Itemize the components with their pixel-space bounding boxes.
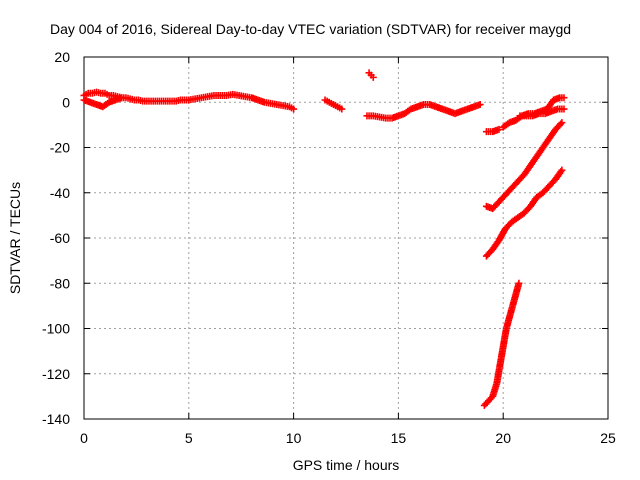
x-tick-label: 0 <box>80 430 88 446</box>
y-tick-label: -40 <box>50 185 70 201</box>
data-point <box>338 105 346 113</box>
series-band-11.5-12.5h <box>321 96 346 113</box>
data-point <box>560 105 568 113</box>
y-tick-label: 20 <box>54 49 70 65</box>
data-point <box>558 166 566 174</box>
x-tick-label: 5 <box>185 430 193 446</box>
y-tick-label: -120 <box>42 366 70 382</box>
x-tick-label: 15 <box>391 430 407 446</box>
y-tick-label: 0 <box>62 94 70 110</box>
x-tick-label: 10 <box>286 430 302 446</box>
series-band-0-2h-lower <box>80 94 126 111</box>
y-tick-label: -100 <box>42 321 70 337</box>
ticks: 0 5 10 15 20 25 20 0 -20 -40 -60 -80 -100 -120 -140 <box>42 49 616 446</box>
grid <box>84 57 608 419</box>
data-point <box>369 73 377 81</box>
data-point <box>476 101 484 109</box>
x-tick-label: 20 <box>495 430 511 446</box>
data-point <box>118 94 126 102</box>
x-axis-label: GPS time / hours <box>293 457 400 473</box>
data-point-fill <box>557 168 565 176</box>
series-ramp-from-minus68 <box>482 166 566 260</box>
x-tick-label: 25 <box>600 430 616 446</box>
y-tick-label: -80 <box>50 275 70 291</box>
chart-title: Day 004 of 2016, Sidereal Day-to-day VTE… <box>50 21 571 37</box>
data-point <box>495 125 503 133</box>
series-ramp-from-minus134 <box>480 279 523 409</box>
series-band-19-20h <box>482 125 503 136</box>
y-tick-label: -60 <box>50 230 70 246</box>
series-band-5-10h <box>185 90 298 113</box>
y-tick-label: -140 <box>42 411 70 427</box>
data-point-fill <box>557 120 565 128</box>
series-band-20-23h-mid <box>516 105 568 120</box>
series-ramp-from-minus47 <box>482 119 566 213</box>
data-point <box>290 105 298 113</box>
data-points <box>80 69 568 409</box>
y-axis-label: SDTVAR / TECUs <box>7 182 23 294</box>
y-tick-label: -20 <box>50 140 70 156</box>
series-band-13.5-19h <box>363 101 484 122</box>
data-point <box>558 119 566 127</box>
data-point <box>515 279 523 287</box>
data-point <box>560 94 568 102</box>
series-band-13.5-14h-upper <box>365 69 377 81</box>
